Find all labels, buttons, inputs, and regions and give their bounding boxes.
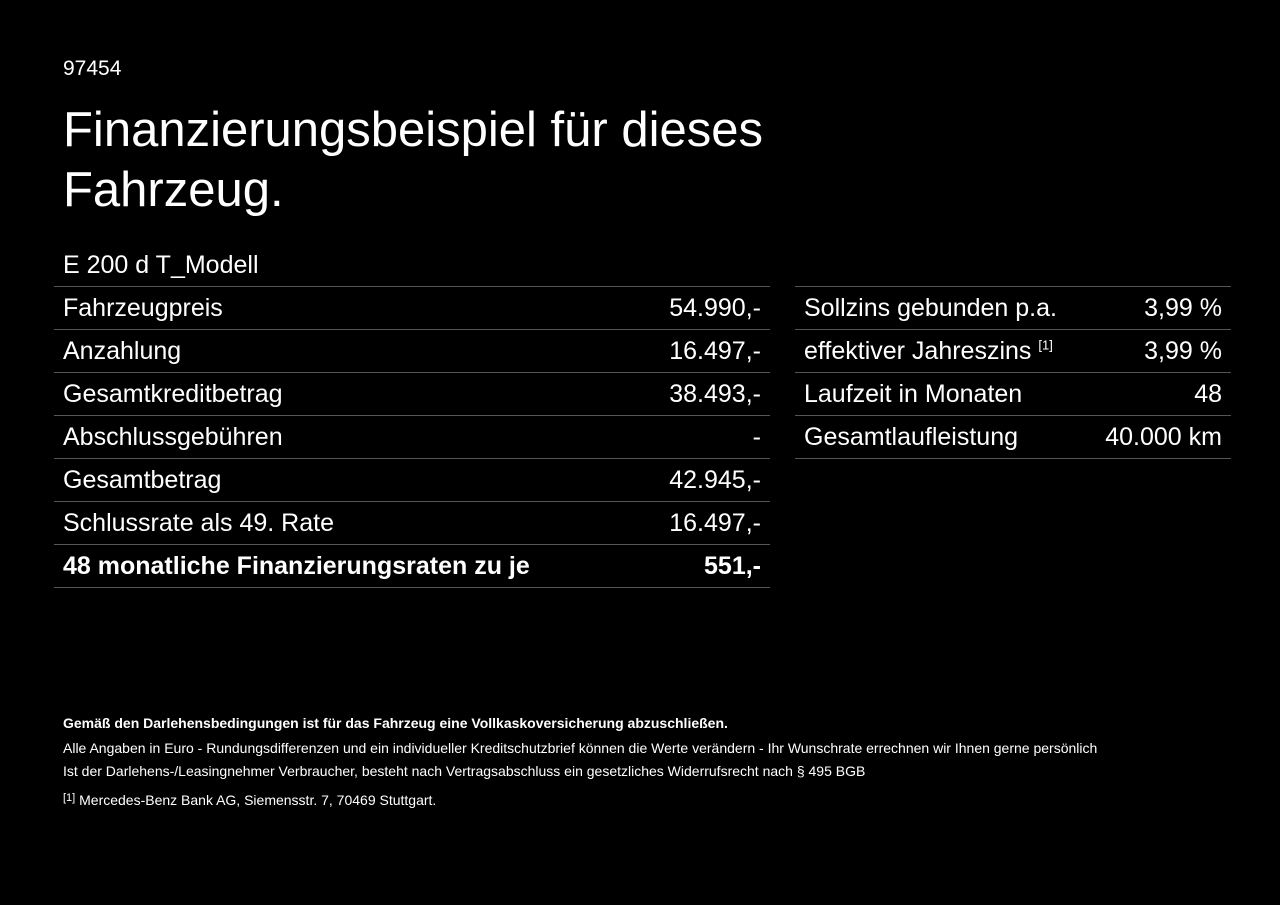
label: Gesamtbetrag bbox=[54, 458, 638, 502]
model: E 200 d T_Modell bbox=[63, 251, 259, 279]
value: 3,99 % bbox=[1086, 286, 1231, 330]
label: Schlussrate als 49. Rate bbox=[54, 501, 638, 545]
code: 97454 bbox=[63, 57, 122, 80]
value: 40.000 km bbox=[1086, 415, 1231, 459]
value: - bbox=[637, 415, 770, 459]
note: Gemäß den Darlehensbedingungen ist für d… bbox=[63, 715, 728, 731]
footnote-mark: [1] bbox=[1038, 337, 1053, 353]
row: Sollzins gebunden p.a. 3,99 % bbox=[795, 286, 1231, 330]
label-text: effektiver Jahreszins bbox=[804, 336, 1032, 365]
label-text: Anzahlung bbox=[63, 336, 182, 365]
label: effektiver Jahreszins [1] bbox=[795, 329, 1087, 373]
label-text: Schlussrate als 49. Rate bbox=[63, 508, 334, 537]
label: Sollzins gebunden p.a. bbox=[795, 286, 1087, 330]
label-text: 48 monatliche Finanzierungsraten zu je bbox=[63, 551, 530, 580]
note: Alle Angaben in Euro - Rundungsdifferenz… bbox=[63, 740, 1098, 756]
value: 3,99 % bbox=[1086, 329, 1231, 373]
left-table: Fahrzeugpreis 54.990,- Anzahlung 16.497,- Ge… bbox=[54, 286, 770, 588]
row: Laufzeit in Monaten 48 bbox=[795, 372, 1231, 416]
right-table: Sollzins gebunden p.a. 3,99 % effektiver J… bbox=[795, 286, 1231, 459]
label-text: Gesamtkreditbetrag bbox=[63, 379, 283, 408]
label-text: Gesamtbetrag bbox=[63, 465, 222, 494]
label-text: Gesamtlaufleistung bbox=[804, 422, 1019, 451]
value: 16.497,- bbox=[637, 329, 770, 373]
note: Ist der Darlehens-/Leasingnehmer Verbrau… bbox=[63, 763, 866, 779]
label: Abschlussgebühren bbox=[54, 415, 638, 459]
row: Gesamtlaufleistung 40.000 km bbox=[795, 415, 1231, 459]
label-text: Sollzins gebunden p.a. bbox=[804, 293, 1057, 322]
value: 54.990,- bbox=[637, 286, 770, 330]
row: Anzahlung 16.497,- bbox=[54, 329, 770, 373]
row: Abschlussgebühren - bbox=[54, 415, 770, 459]
row: Fahrzeugpreis 54.990,- bbox=[54, 286, 770, 330]
value: 16.497,- bbox=[637, 501, 770, 545]
value: 48 bbox=[1086, 372, 1231, 416]
title: Finanzierungsbeispiel für dieses Fahrzeu… bbox=[63, 103, 763, 217]
label: 48 monatliche Finanzierungsraten zu je bbox=[54, 544, 638, 588]
label-text: Abschlussgebühren bbox=[63, 422, 283, 451]
row: Schlussrate als 49. Rate 16.497,- bbox=[54, 501, 770, 545]
footnote: Mercedes-Benz Bank AG, Siemensstr. 7, 70… bbox=[79, 792, 437, 808]
label: Laufzeit in Monaten bbox=[795, 372, 1087, 416]
row: effektiver Jahreszins [1] 3,99 % bbox=[795, 329, 1231, 373]
value: 42.945,- bbox=[637, 458, 770, 502]
label: Fahrzeugpreis bbox=[54, 286, 638, 330]
label: Gesamtlaufleistung bbox=[795, 415, 1087, 459]
label-text: Fahrzeugpreis bbox=[63, 293, 223, 322]
row: Gesamtbetrag 42.945,- bbox=[54, 458, 770, 502]
footnote-mark: [1] bbox=[63, 792, 76, 804]
label-text: Laufzeit in Monaten bbox=[804, 379, 1023, 408]
row: Gesamtkreditbetrag 38.493,- bbox=[54, 372, 770, 416]
label: Anzahlung bbox=[54, 329, 638, 373]
label: Gesamtkreditbetrag bbox=[54, 372, 638, 416]
value: 551,- bbox=[637, 544, 770, 588]
value: 38.493,- bbox=[637, 372, 770, 416]
row: 48 monatliche Finanzierungsraten zu je 55… bbox=[54, 544, 770, 588]
